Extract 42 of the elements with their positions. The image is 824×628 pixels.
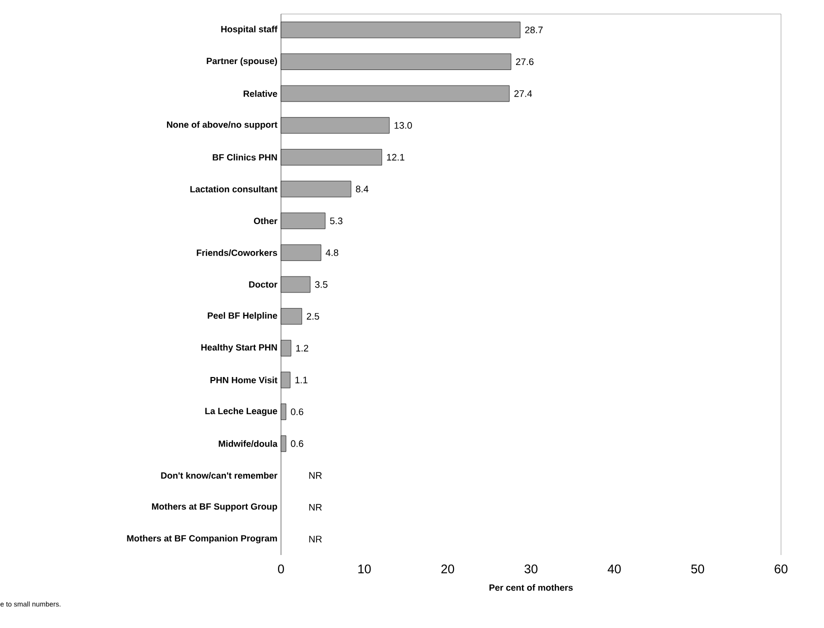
data-label: 28.7 <box>525 26 543 34</box>
text: NR <box>309 536 322 542</box>
y-tick-label: Mothers at BF Companion Program <box>127 534 277 544</box>
x-axis-title: Per cent of mothers <box>489 584 573 591</box>
x-tick-label: 20 <box>441 564 454 574</box>
text: NR <box>309 472 322 479</box>
y-tick-label: BF Clinics PHN <box>212 154 277 161</box>
y-tick-label: Mothers at BF Support Group <box>152 503 278 512</box>
y-tick-label: Don't know/can't remember <box>161 472 278 479</box>
data-label: 8.4 <box>356 186 368 192</box>
y-tick-label: Other <box>254 218 278 224</box>
y-tick-label: PHN Home Visit <box>210 376 278 384</box>
data-label: 27.4 <box>514 90 532 97</box>
text: NR <box>309 504 322 511</box>
y-tick-label: Midwife/doula <box>218 440 278 447</box>
x-tick-label: 50 <box>691 564 704 574</box>
x-tick-label: 0 <box>278 564 284 574</box>
y-tick-label: Friends/Coworkers <box>196 249 278 256</box>
data-label: 4.8 <box>326 249 338 256</box>
data-label: 2.5 <box>306 312 320 320</box>
y-tick-label: Lactation consultant <box>190 186 278 192</box>
data-label: 12.1 <box>387 154 404 161</box>
data-label: 3.5 <box>315 281 328 288</box>
x-tick-label: 40 <box>608 564 621 574</box>
data-label: 0.6 <box>290 440 304 447</box>
y-tick-label: Doctor <box>249 281 278 288</box>
y-tick-label: Relative <box>244 90 278 97</box>
data-label: 0.6 <box>290 408 304 416</box>
x-tick-label: 60 <box>774 564 788 574</box>
x-tick-label: 30 <box>524 564 538 574</box>
y-tick-label: None of above/no support <box>166 121 278 130</box>
data-label: 5.3 <box>330 218 342 224</box>
y-tick-label: La Leche League <box>205 408 278 416</box>
data-label: 13.0 <box>394 122 412 129</box>
data-label: 1.2 <box>296 344 308 352</box>
data-label: 1.1 <box>295 376 308 384</box>
y-tick-label: Hospital staff <box>221 26 278 34</box>
x-tick-label: 10 <box>358 564 371 574</box>
y-tick-label: Partner (spouse) <box>206 58 278 66</box>
y-tick-label: Peel BF Helpline <box>208 312 278 321</box>
y-tick-label: Healthy Start PHN <box>201 344 277 352</box>
data-label: 27.6 <box>516 58 534 66</box>
